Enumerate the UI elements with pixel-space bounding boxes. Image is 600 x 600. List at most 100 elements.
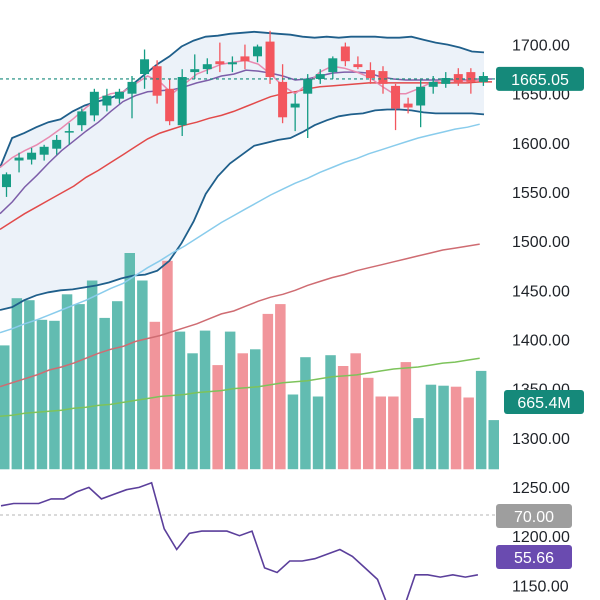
volume-bar xyxy=(162,260,173,470)
candle-body xyxy=(114,91,124,99)
bb-lower-line xyxy=(0,108,485,311)
candle xyxy=(39,144,49,161)
volume-bar xyxy=(262,313,274,470)
candle-body xyxy=(215,61,225,65)
price-tick-label: 1600.00 xyxy=(512,136,570,153)
price-tick-label: 1700.00 xyxy=(512,38,570,55)
rsi-value-label: 55.66 xyxy=(514,550,554,567)
volume-bar xyxy=(212,365,223,470)
rsi-level-tag: 70.00 xyxy=(496,504,572,528)
candle-body xyxy=(466,72,476,82)
candle xyxy=(240,44,250,70)
candle-body xyxy=(315,74,325,79)
volume-bar xyxy=(400,362,412,470)
last-price-tag-bg xyxy=(496,66,584,91)
price-tick-label: 1500.00 xyxy=(512,234,570,251)
rsi-level-tag-bg xyxy=(496,504,572,528)
candle xyxy=(303,74,313,138)
candle xyxy=(378,66,388,94)
candle xyxy=(140,49,150,89)
candle-body xyxy=(240,56,250,62)
candle xyxy=(114,88,124,104)
last-price-tag: 1665.05 xyxy=(496,66,584,91)
rsi-line xyxy=(0,481,479,600)
candle xyxy=(190,54,200,79)
ma-purple-line xyxy=(0,69,492,215)
price-tick-label: 1450.00 xyxy=(512,283,570,300)
candle-body xyxy=(403,103,413,108)
candle xyxy=(77,108,87,132)
candle xyxy=(403,97,413,114)
volume-bar xyxy=(124,253,135,470)
candle-body xyxy=(152,66,162,96)
candle-body xyxy=(478,76,488,82)
volume-bar xyxy=(0,345,10,470)
candle-body xyxy=(265,41,275,77)
candle-body xyxy=(328,58,338,73)
volume-bar xyxy=(337,366,349,470)
candle xyxy=(391,83,401,131)
candle xyxy=(227,56,237,73)
candle xyxy=(315,69,325,84)
vol-ma-red-line xyxy=(0,243,480,388)
candle xyxy=(215,42,225,73)
price-tick-label: 1250.00 xyxy=(512,480,570,497)
volume-bar xyxy=(363,377,374,470)
candle xyxy=(14,152,24,173)
candle-body xyxy=(416,86,426,106)
candle-body xyxy=(303,79,313,94)
candle xyxy=(27,147,37,165)
volume-bar xyxy=(137,280,148,470)
candle xyxy=(89,88,99,122)
ma-long-blue-line xyxy=(0,123,480,334)
candle xyxy=(127,76,137,119)
bollinger-band-fill xyxy=(0,31,484,311)
candle xyxy=(102,88,112,112)
candle xyxy=(2,172,11,197)
candle-body xyxy=(290,103,300,108)
candle-body xyxy=(64,131,74,133)
candle-body xyxy=(340,46,350,62)
price-tick-label: 1200.00 xyxy=(512,529,570,546)
candle-body xyxy=(177,77,187,126)
volume-bar xyxy=(388,396,399,470)
rsi-level-label: 70.00 xyxy=(514,509,554,526)
price-tick-label: 1150.00 xyxy=(512,578,569,595)
volume-bar xyxy=(425,384,437,470)
candle-body xyxy=(102,95,112,106)
price-tick-label: 1400.00 xyxy=(512,333,570,350)
candle xyxy=(478,72,488,86)
candle xyxy=(278,64,288,124)
volume-bar xyxy=(237,353,248,470)
candle xyxy=(265,30,275,84)
price-tick-label: 1550.00 xyxy=(512,185,570,202)
candle xyxy=(64,123,74,145)
volume-bar xyxy=(36,319,48,470)
candle xyxy=(202,58,212,75)
vol-ma-green-line xyxy=(0,357,480,417)
candle xyxy=(290,93,300,132)
volume-bar xyxy=(199,330,211,470)
volume-tag-bg xyxy=(504,390,584,414)
volume-bar xyxy=(112,301,123,470)
candle-body xyxy=(2,174,11,188)
candle xyxy=(328,56,338,79)
candle-body xyxy=(353,64,363,68)
candle xyxy=(365,62,375,84)
candle xyxy=(340,42,350,67)
candle xyxy=(177,69,187,136)
volume-bar xyxy=(375,396,386,470)
candle-body xyxy=(14,157,24,161)
candle xyxy=(353,56,363,70)
volume-bar xyxy=(61,294,73,470)
volume-bar xyxy=(312,396,324,470)
candle-body xyxy=(27,152,37,160)
candle xyxy=(165,79,175,126)
volume-bar xyxy=(488,420,499,470)
volume-bar xyxy=(224,331,236,470)
candle-body xyxy=(441,78,451,84)
candle xyxy=(453,68,463,86)
candle-body xyxy=(190,69,200,73)
volume-bar xyxy=(149,321,161,470)
